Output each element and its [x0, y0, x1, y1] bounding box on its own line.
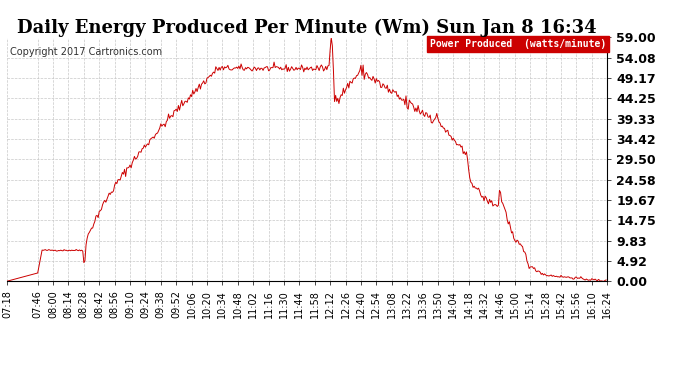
Title: Daily Energy Produced Per Minute (Wm) Sun Jan 8 16:34: Daily Energy Produced Per Minute (Wm) Su…	[17, 19, 597, 38]
Text: Copyright 2017 Cartronics.com: Copyright 2017 Cartronics.com	[10, 47, 162, 57]
Text: Power Produced  (watts/minute): Power Produced (watts/minute)	[430, 39, 606, 49]
